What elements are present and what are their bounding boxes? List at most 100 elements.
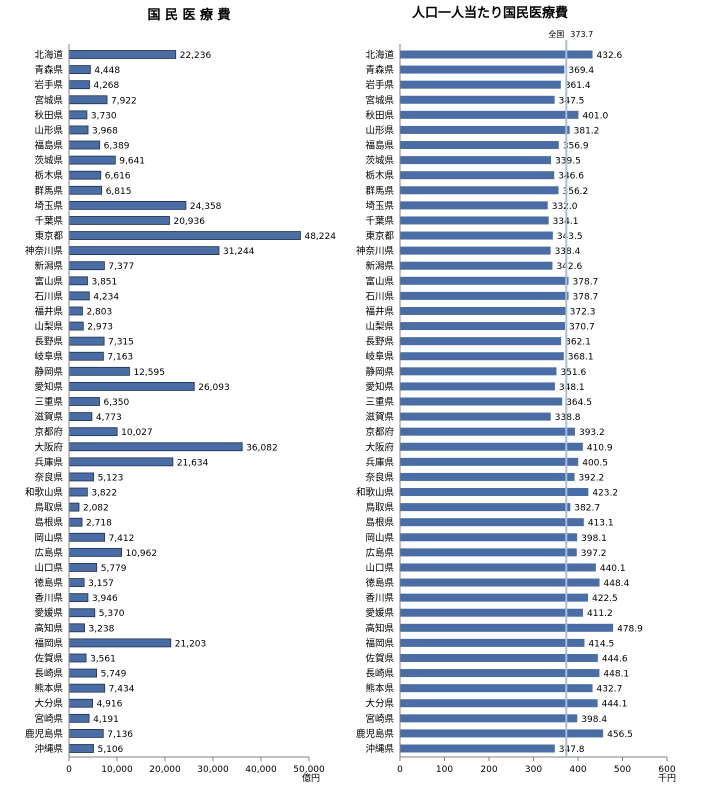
x-tick-label: 500: [614, 765, 631, 775]
value-label: 4,448: [94, 66, 120, 76]
x-tick-label: 50,000: [293, 765, 325, 775]
value-label: 378.7: [573, 277, 599, 287]
x-tick-label: 200: [480, 765, 497, 775]
bar: [68, 321, 84, 331]
value-label: 4,268: [93, 81, 119, 91]
category-label: 山口県: [365, 563, 394, 574]
value-label: 3,968: [92, 126, 118, 136]
bar: [400, 186, 559, 195]
bar: [400, 397, 563, 406]
category-label: 千葉県: [34, 215, 63, 227]
bar: [68, 457, 174, 467]
category-label: 東京都: [365, 230, 394, 242]
value-label: 401.0: [582, 111, 608, 121]
value-label: 22,236: [180, 51, 212, 61]
value-label: 6,616: [105, 172, 131, 182]
category-label: 高知県: [34, 622, 63, 634]
category-label: 鹿児島県: [356, 728, 395, 740]
category-label: 長野県: [365, 337, 394, 348]
bar: [68, 532, 105, 542]
bar: [400, 472, 575, 481]
category-label: 沖縄県: [365, 743, 394, 755]
category-label: 石川県: [365, 291, 394, 302]
bar: [68, 80, 90, 90]
category-label: 鳥取県: [34, 502, 63, 514]
value-label: 423.2: [592, 489, 618, 499]
bar: [400, 171, 555, 180]
value-label: 4,191: [93, 715, 119, 725]
bar: [68, 306, 83, 316]
bar: [68, 412, 93, 421]
category-label: 和歌山県: [356, 487, 395, 499]
value-label: 381.2: [574, 126, 600, 136]
value-label: 400.5: [582, 458, 608, 468]
bar: [68, 140, 101, 150]
bar: [400, 503, 571, 512]
bar: [400, 684, 593, 693]
category-label: 山形県: [34, 124, 63, 136]
bar: [400, 276, 569, 285]
bar: [400, 322, 565, 331]
category-label: 群馬県: [34, 185, 63, 197]
category-label: 埼玉県: [34, 200, 63, 212]
bar: [400, 382, 555, 391]
bar: [68, 216, 170, 225]
category-label: 愛媛県: [365, 607, 394, 619]
category-label: 北海道: [34, 49, 63, 61]
bar: [68, 683, 106, 693]
value-label: 448.1: [603, 670, 629, 680]
bar: [68, 517, 83, 527]
category-label: 東京都: [34, 230, 63, 242]
bar: [400, 593, 589, 602]
value-label: 378.7: [573, 292, 599, 302]
value-label: 7,136: [107, 730, 133, 740]
category-label: 茨城県: [365, 155, 394, 167]
bar: [400, 427, 575, 436]
category-label: 山梨県: [34, 321, 63, 333]
value-label: 5,779: [101, 564, 127, 574]
category-label: 熊本県: [34, 683, 63, 695]
category-label: 鹿児島県: [25, 728, 64, 740]
bar: [68, 185, 103, 195]
value-label: 7,412: [109, 534, 135, 544]
value-label: 20,936: [173, 217, 205, 227]
x-tick-label: 400: [569, 765, 586, 775]
value-label: 3,946: [92, 594, 118, 604]
value-label: 4,773: [96, 413, 122, 423]
value-label: 356.2: [563, 187, 589, 197]
value-label: 10,962: [126, 549, 158, 559]
bar: [400, 488, 589, 497]
value-label: 2,803: [86, 307, 112, 317]
bar: [400, 110, 579, 119]
category-label: 福島県: [365, 140, 394, 152]
bar: [68, 487, 88, 497]
bar: [68, 713, 90, 723]
category-label: 宮城県: [34, 94, 63, 106]
category-label: 広島県: [34, 547, 63, 559]
bar: [400, 65, 565, 74]
category-label: 大阪府: [34, 441, 63, 453]
value-label: 3,822: [91, 489, 117, 499]
bar: [68, 744, 94, 753]
bar: [68, 608, 96, 618]
bar: [400, 744, 555, 753]
value-label: 356.9: [563, 142, 589, 152]
bar: [400, 533, 578, 542]
bar: [68, 65, 91, 74]
bar: [400, 729, 604, 738]
category-label: 長野県: [34, 337, 63, 348]
category-label: 山梨県: [365, 321, 394, 333]
value-label: 478.9: [617, 624, 643, 634]
bar: [400, 231, 553, 240]
bar: [400, 80, 561, 89]
bar: [68, 698, 93, 708]
bar: [400, 352, 564, 361]
category-label: 滋賀県: [34, 411, 63, 423]
category-label: 鳥取県: [365, 502, 394, 514]
value-label: 338.8: [555, 413, 581, 423]
category-label: 岐阜県: [365, 351, 394, 363]
value-label: 398.1: [581, 534, 607, 544]
value-label: 5,370: [99, 609, 125, 619]
bar: [68, 547, 123, 557]
category-label: 広島県: [365, 547, 394, 559]
